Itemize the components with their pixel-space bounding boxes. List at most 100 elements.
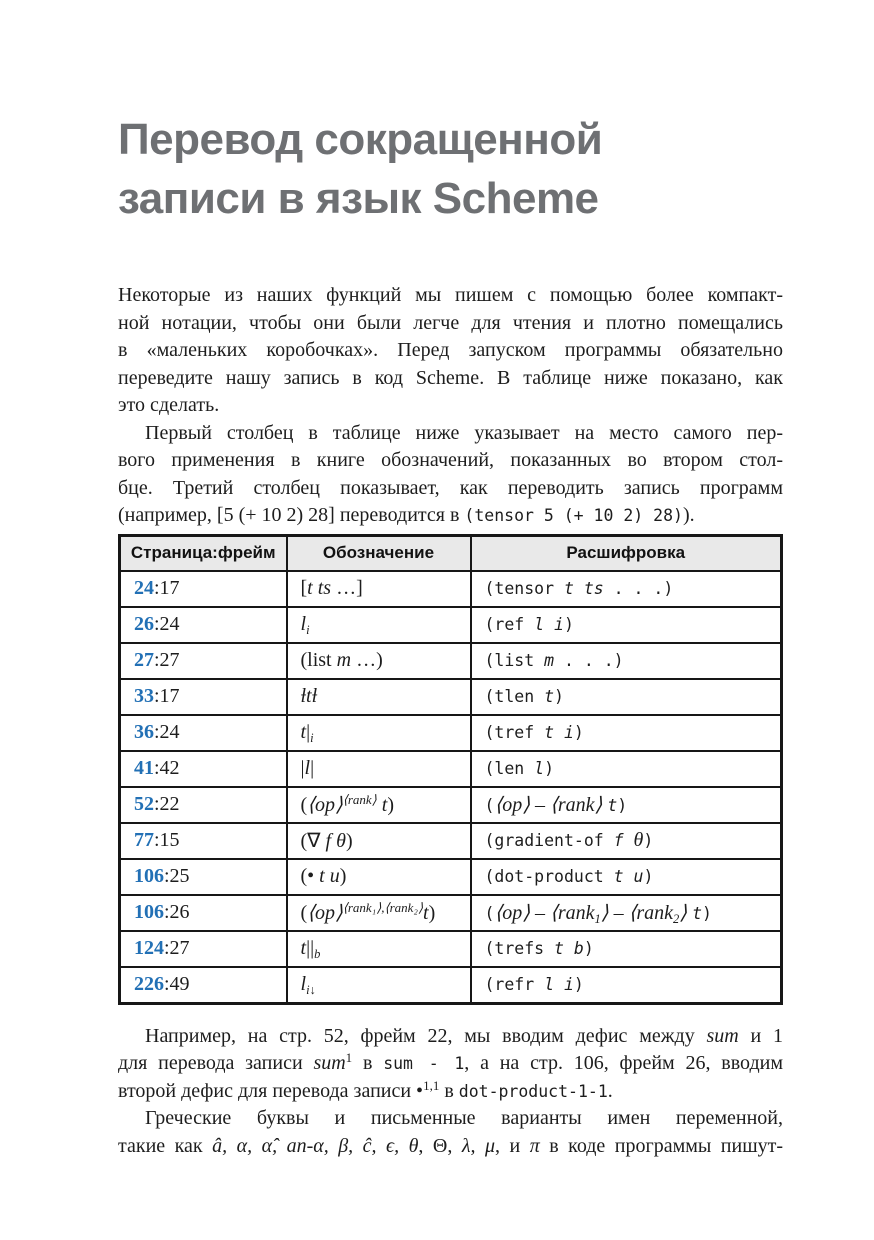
- text-run: (tref: [484, 723, 545, 742]
- page-frame-cell: 226:49: [118, 965, 288, 1004]
- paragraph: Первый столбец в таблице ниже указывает …: [118, 420, 783, 530]
- frame-number: :25: [164, 865, 190, 887]
- code-cell: (list m . . .): [469, 641, 783, 680]
- text-run: (refr: [484, 975, 545, 994]
- text-run: , а на стр. 106, фрейм 26, вводим: [464, 1052, 783, 1074]
- notation-cell: (list m …): [285, 641, 472, 680]
- text-line: бце. Третий столбец показывает, как пере…: [118, 475, 783, 503]
- table-row: 26:24 li (ref l i): [118, 605, 783, 644]
- code-cell: (tref t i): [469, 713, 783, 752]
- text-run: (ref: [484, 615, 535, 634]
- text-run: это сделать.: [118, 394, 220, 416]
- page-frame-cell: 106:25: [118, 857, 288, 896]
- text-run: (: [300, 902, 308, 924]
- notation-cell: ƚtƚ: [285, 677, 472, 716]
- text-run: i: [306, 623, 310, 637]
- page-number: 52: [134, 793, 154, 815]
- page-frame-cell: 33:17: [118, 677, 288, 716]
- text-run: λ, μ: [461, 1134, 496, 1157]
- table-row: 27:27 (list m …) (list m . . .): [118, 641, 783, 680]
- table-header-row: Страница:фрейм Обозначение Расшифровка: [118, 534, 783, 572]
- text-run: вого применения в книге обозначений, пок…: [118, 449, 783, 471]
- frame-number: :22: [154, 793, 180, 815]
- text-run: 1: [594, 912, 601, 926]
- text-line: ной нотации, чтобы они были легче для чт…: [118, 310, 783, 338]
- text-run: (len: [484, 759, 535, 778]
- text-run: , Θ,: [418, 1134, 462, 1157]
- text-run: ).: [682, 504, 695, 526]
- text-run: Некоторые из наших функций мы пишем с по…: [118, 284, 783, 306]
- text-run: sum: [313, 1052, 346, 1074]
- text-run: ): [339, 865, 347, 887]
- table-row: 33:17 ƚtƚ (tlen t): [118, 677, 783, 716]
- text-run: t ts: [307, 577, 332, 599]
- page-number: 36: [134, 721, 154, 743]
- notation-cell: t|i: [285, 713, 472, 752]
- text-run: ): [345, 830, 353, 852]
- page-number: 77: [134, 829, 154, 851]
- text-run: [624, 831, 634, 850]
- text-run: ⟩: [679, 902, 693, 924]
- page-number: 106: [134, 865, 164, 887]
- notation-table: Страница:фрейм Обозначение Расшифровка 2…: [118, 533, 783, 1005]
- text-line: для перевода записи sum1 в sum - 1, а на…: [118, 1050, 783, 1078]
- text-line: Первый столбец в таблице ниже указывает …: [118, 420, 783, 448]
- text-run: для перевода записи: [118, 1052, 314, 1074]
- text-run: l i: [544, 975, 574, 994]
- page-number: 24: [134, 577, 154, 599]
- paragraph: Некоторые из наших функций мы пишем с по…: [118, 282, 783, 420]
- page-title-line1: Перевод сокращенной: [118, 115, 603, 164]
- text-run: t: [300, 721, 307, 743]
- text-run: ): [643, 831, 654, 850]
- text-run: θ: [633, 829, 644, 851]
- text-run: (tlen: [484, 687, 545, 706]
- text-run: ƚtƚ: [300, 685, 318, 707]
- page-number: 41: [134, 757, 154, 779]
- text-run: (tensor: [484, 579, 564, 598]
- page-frame-cell: 27:27: [118, 641, 288, 680]
- column-header-translation: Расшифровка: [469, 534, 783, 572]
- text-run: |: [300, 757, 305, 779]
- notation-cell: (⟨op⟩⟨rank⟩ t): [285, 785, 472, 824]
- text-run: l i: [534, 615, 564, 634]
- notation-cell: li↓: [285, 965, 472, 1004]
- notation-cell: (• t u): [285, 857, 472, 896]
- text-line: переведите нашу запись в код Scheme. В т…: [118, 365, 783, 393]
- text-run: f θ: [325, 830, 346, 852]
- page-number: 27: [134, 649, 154, 671]
- text-run: t u: [319, 865, 340, 887]
- text-run: ): [573, 723, 584, 742]
- frame-number: :24: [154, 721, 180, 743]
- page-frame-cell: 36:24: [118, 713, 288, 752]
- text-run: (dot-product: [484, 867, 614, 886]
- paragraph: Например, на стр. 52, фрейм 22, мы вводи…: [118, 1023, 783, 1106]
- text-run: m: [336, 649, 352, 671]
- notation-cell: |l|: [285, 749, 472, 788]
- text-run: …]: [331, 577, 363, 599]
- page-number: 26: [134, 613, 154, 635]
- text-run: t b: [554, 939, 584, 958]
- text-line: это сделать.: [118, 392, 783, 420]
- table-row: 106:25 (• t u) (dot-product t u): [118, 857, 783, 896]
- text-run: ⟩ – ⟨rank: [600, 902, 674, 924]
- text-line: Греческие буквы и письменные варианты им…: [118, 1105, 783, 1133]
- code-cell: (tensor t ts . . .): [469, 569, 783, 608]
- text-run: ⟨rank₁⟩,⟨rank₂⟩: [342, 900, 424, 915]
- text-run: sum - 1: [383, 1054, 465, 1073]
- text-run: t: [692, 904, 703, 923]
- paragraph: Греческие буквы и письменные варианты им…: [118, 1105, 783, 1160]
- page-content: Перевод сокращенной записи в язык Scheme…: [118, 0, 783, 1160]
- text-run: Греческие буквы и письменные варианты им…: [145, 1107, 783, 1129]
- text-run: l: [300, 613, 307, 635]
- text-line: (например, [5 (+ 10 2) 28] переводится в…: [118, 502, 783, 530]
- text-run: ): [643, 867, 654, 886]
- table-row: 106:26 (⟨op⟩⟨rank₁⟩,⟨rank₂⟩t) (⟨op⟩ – ⟨ran…: [118, 893, 783, 932]
- text-run: |: [310, 757, 315, 779]
- text-line: вого применения в книге обозначений, пок…: [118, 447, 783, 475]
- page-frame-cell: 41:42: [118, 749, 288, 788]
- text-run: |: [306, 721, 311, 743]
- code-cell: (tlen t): [469, 677, 783, 716]
- text-run: t ts: [563, 579, 604, 598]
- table-row: 52:22 (⟨op⟩⟨rank⟩ t) (⟨op⟩ – ⟨rank⟩ t): [118, 785, 783, 824]
